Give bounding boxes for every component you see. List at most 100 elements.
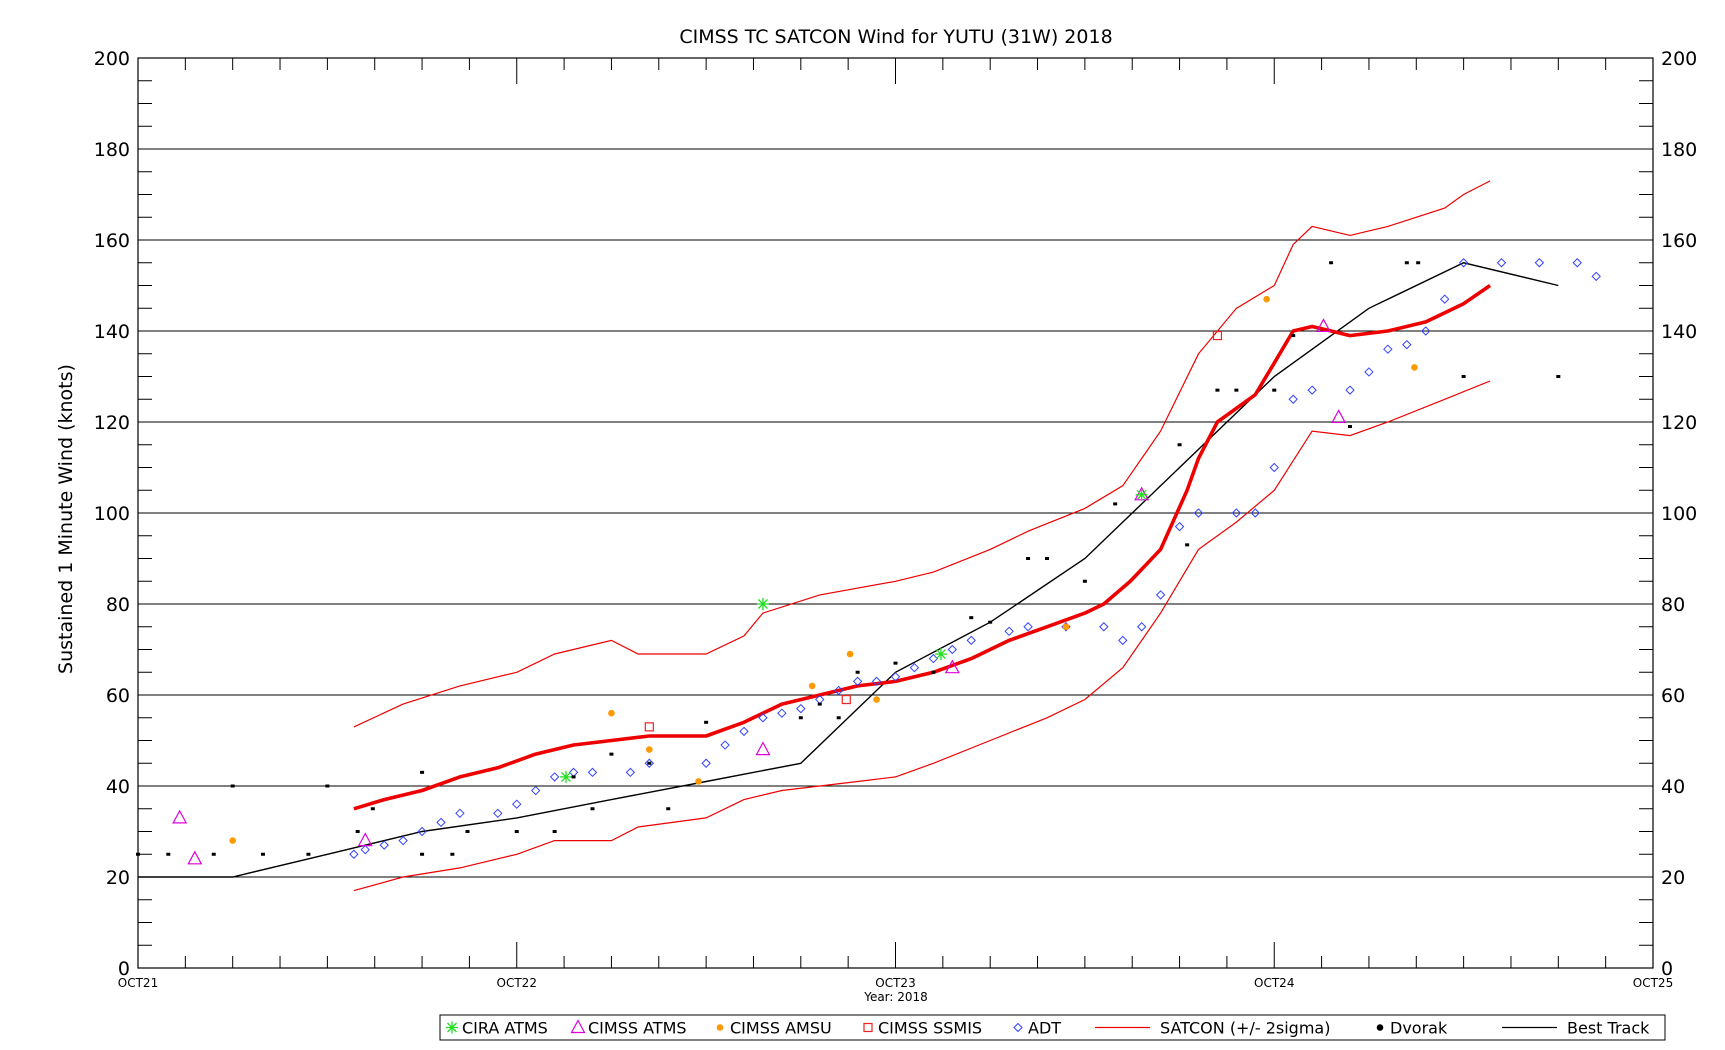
adt-point — [1118, 635, 1128, 646]
dvorak-point — [571, 775, 576, 779]
adt-point — [1439, 294, 1450, 304]
cimss-amsu-point — [808, 682, 816, 690]
adt-point — [1004, 626, 1014, 637]
adt-point — [890, 672, 901, 682]
adt-point — [1572, 258, 1582, 268]
legend-label-best-track: Best Track — [1567, 1019, 1650, 1038]
adt-point — [966, 635, 976, 646]
cimss-amsu-point — [695, 778, 702, 785]
dvorak-point — [450, 852, 455, 856]
cimss-ssmis-point — [1212, 330, 1223, 341]
adt-point — [1174, 521, 1185, 532]
adt-point — [701, 758, 711, 768]
data-series — [136, 180, 1601, 892]
legend-label-cira-atms: CIRA ATMS — [462, 1019, 548, 1038]
y-tick-label-left: 60 — [106, 685, 130, 707]
adt-point — [871, 676, 882, 687]
legend-marker-adt — [1013, 1022, 1023, 1033]
adt-point — [833, 685, 844, 696]
adt-point — [1402, 339, 1412, 350]
adt-point — [1155, 590, 1166, 600]
legend-label-cimss-ssmis: CIMSS SSMIS — [878, 1019, 982, 1038]
best-track-line — [138, 262, 1559, 878]
adt-point — [587, 767, 598, 778]
dvorak-point — [166, 852, 171, 856]
dvorak-point — [855, 670, 860, 674]
legend-marker-cimss-ssmis — [863, 1022, 873, 1033]
adt-point — [1421, 326, 1431, 336]
dvorak-point — [1416, 261, 1421, 265]
cimss-ssmis-series — [644, 330, 1223, 732]
satcon-2sigma-line — [353, 180, 1491, 728]
y-tick-label-left: 200 — [94, 48, 130, 70]
adt-point — [1383, 344, 1393, 354]
adt-point — [796, 703, 806, 714]
adt-point — [1458, 258, 1469, 268]
adt-point — [568, 767, 579, 778]
adt-point — [349, 849, 359, 859]
adt-point — [1591, 271, 1601, 282]
adt-point — [852, 676, 863, 687]
legend-label-satcon-2sigma: SATCON (+/- 2sigma) — [1160, 1019, 1330, 1038]
legend-box — [439, 1014, 1666, 1041]
x-axis-label: Year: 2018 — [863, 990, 928, 1004]
cimss-ssmis-point — [644, 722, 654, 732]
dvorak-point — [306, 852, 311, 856]
y-tick-label-right: 140 — [1661, 321, 1697, 343]
star-stroke — [935, 649, 946, 660]
cimss-amsu-point — [608, 709, 615, 717]
adt-point — [644, 758, 655, 768]
y-tick-label-left: 80 — [106, 594, 130, 616]
adt-point — [909, 662, 920, 673]
axes: 0 0 20 20 40 40 60 60 80 80 100 100 120 120 140 140 160 1… — [94, 48, 1698, 990]
y-tick-label-left: 20 — [106, 867, 130, 889]
y-tick-label-right: 100 — [1661, 503, 1697, 525]
adt-point — [1364, 367, 1374, 377]
dvorak-point — [893, 661, 898, 665]
cimss-amsu-point — [1062, 623, 1070, 631]
dvorak-point — [931, 670, 936, 674]
y-axis-label: Sustained 1 Minute Wind (knots) — [55, 364, 77, 674]
y-tick-label-left: 180 — [94, 139, 130, 161]
cimss-amsu-point — [873, 696, 880, 703]
legend-marker-cimss-atms — [570, 1019, 586, 1034]
y-tick-label-left: 120 — [94, 412, 130, 434]
dvorak-point — [969, 616, 974, 620]
dvorak-point — [136, 852, 140, 856]
dvorak-point — [465, 830, 470, 833]
adt-point — [1193, 508, 1204, 518]
dvorak-point — [420, 852, 425, 856]
dvorak-point — [817, 702, 822, 706]
satcon-line — [353, 284, 1492, 811]
legend-marker-dvorak — [1376, 1024, 1384, 1031]
dvorak-point — [590, 807, 595, 811]
dvorak-point — [609, 752, 614, 756]
satcon-2sigma-line — [353, 380, 1491, 892]
dvorak-point — [211, 852, 216, 856]
dvorak-point — [1185, 543, 1190, 547]
cimss-amsu-point — [846, 650, 854, 658]
dvorak-point — [1234, 388, 1239, 392]
cimss-amsu-series — [229, 295, 1418, 844]
x-tick-label: OCT21 — [118, 976, 158, 990]
dvorak-point — [1026, 557, 1031, 560]
legend-label-cimss-amsu: CIMSS AMSU — [730, 1019, 832, 1038]
y-tick-label-right: 120 — [1661, 412, 1697, 434]
cimss-atms-point — [172, 809, 188, 824]
star-stroke — [1136, 489, 1147, 500]
dvorak-point — [370, 807, 375, 811]
dvorak-point — [355, 830, 360, 833]
star-stroke — [447, 1022, 457, 1033]
adt-point — [947, 644, 958, 655]
dvorak-point — [1404, 261, 1409, 265]
y-tick-label-left: 140 — [94, 321, 130, 343]
y-tick-label-right: 20 — [1661, 867, 1685, 889]
dvorak-point — [1082, 579, 1087, 583]
adt-point — [1345, 385, 1355, 395]
dvorak-point — [704, 720, 709, 724]
dvorak-point — [1113, 502, 1118, 506]
dvorak-point — [836, 716, 841, 720]
dvorak-point — [552, 830, 557, 833]
chart-title: CIMSS TC SATCON Wind for YUTU (31W) 2018 — [679, 26, 1112, 48]
cira-atms-point — [756, 598, 769, 610]
